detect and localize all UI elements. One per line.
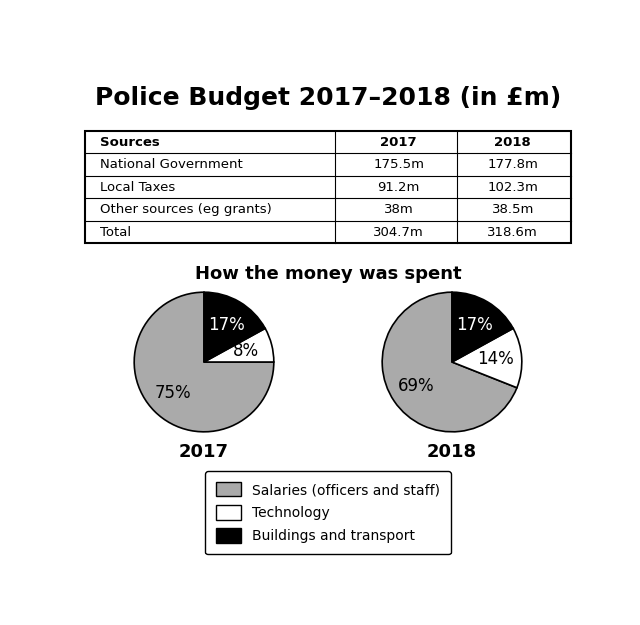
Text: 38m: 38m [384,203,413,216]
Text: Total: Total [100,226,131,239]
Text: 38.5m: 38.5m [492,203,534,216]
Text: 102.3m: 102.3m [487,181,538,194]
Text: 318.6m: 318.6m [488,226,538,239]
Text: National Government: National Government [100,158,243,171]
Text: 2018: 2018 [427,444,477,461]
Bar [85,131,571,243]
Text: Sources: Sources [100,136,159,149]
Text: 304.7m: 304.7m [373,226,424,239]
Text: 2017: 2017 [179,444,229,461]
Text: Police Budget 2017–2018 (in £m): Police Budget 2017–2018 (in £m) [95,86,561,110]
Text: 2018: 2018 [494,136,531,149]
Text: 91.2m: 91.2m [378,181,420,194]
Legend: Salaries (officers and staff), Technology, Buildings and transport: Salaries (officers and staff), Technolog… [205,471,451,554]
Text: 177.8m: 177.8m [487,158,538,171]
Text: Other sources (eg grants): Other sources (eg grants) [100,203,271,216]
Text: How the money was spent: How the money was spent [195,264,461,282]
Text: 2017: 2017 [380,136,417,149]
Text: 175.5m: 175.5m [373,158,424,171]
Text: Local Taxes: Local Taxes [100,181,175,194]
